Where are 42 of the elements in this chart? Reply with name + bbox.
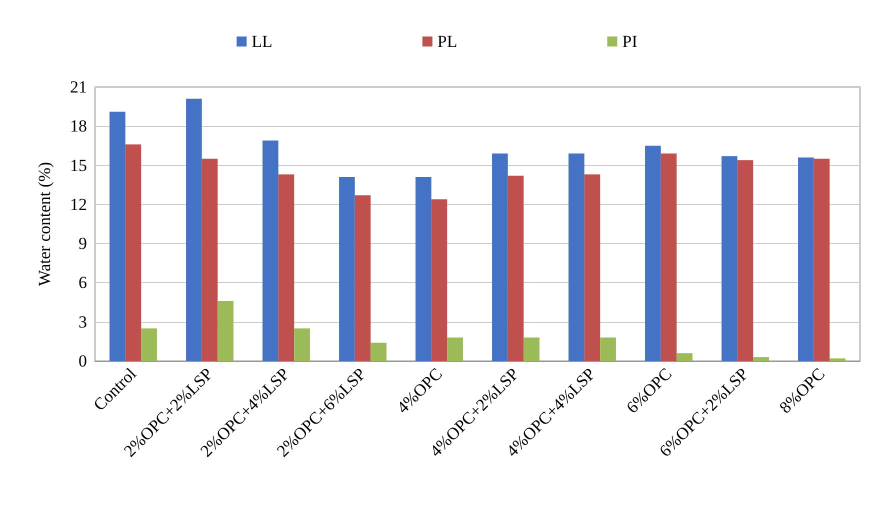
legend-label: PI bbox=[622, 32, 638, 51]
bar bbox=[202, 158, 218, 361]
y-tick-label: 0 bbox=[78, 352, 87, 370]
bar bbox=[568, 154, 584, 361]
y-tick-label: 6 bbox=[78, 273, 87, 292]
bar bbox=[676, 353, 692, 361]
y-tick-label: 18 bbox=[70, 116, 87, 136]
y-tick-label: 12 bbox=[70, 194, 87, 214]
bar bbox=[416, 177, 432, 361]
bar bbox=[722, 156, 738, 361]
bar bbox=[370, 342, 386, 361]
bar bbox=[600, 338, 616, 361]
y-axis-title: Water content (%) bbox=[35, 162, 54, 286]
bar bbox=[524, 338, 540, 361]
bar bbox=[278, 174, 294, 361]
bar bbox=[660, 154, 677, 361]
bar bbox=[814, 158, 830, 361]
bar bbox=[294, 328, 310, 361]
bar bbox=[262, 140, 278, 361]
y-tick-label: 9 bbox=[78, 234, 87, 254]
bar bbox=[431, 199, 448, 361]
bar bbox=[447, 338, 463, 361]
y-tick-label: 21 bbox=[70, 78, 87, 96]
bar bbox=[798, 157, 814, 361]
bar bbox=[125, 144, 142, 361]
y-tick-label: 15 bbox=[70, 156, 87, 175]
bar bbox=[110, 112, 126, 361]
bar bbox=[218, 300, 234, 361]
bar bbox=[354, 195, 371, 361]
bar bbox=[508, 176, 524, 361]
bar bbox=[584, 174, 600, 361]
legend-label: PL bbox=[437, 32, 458, 51]
bar bbox=[141, 328, 157, 361]
bar bbox=[830, 358, 846, 361]
legend-label: LL bbox=[252, 32, 272, 51]
bar bbox=[645, 146, 661, 361]
bar bbox=[186, 98, 202, 361]
bar bbox=[753, 357, 769, 361]
bar bbox=[492, 154, 508, 361]
y-tick-label: 3 bbox=[78, 312, 87, 332]
bar bbox=[737, 160, 754, 361]
bar bbox=[339, 177, 355, 361]
